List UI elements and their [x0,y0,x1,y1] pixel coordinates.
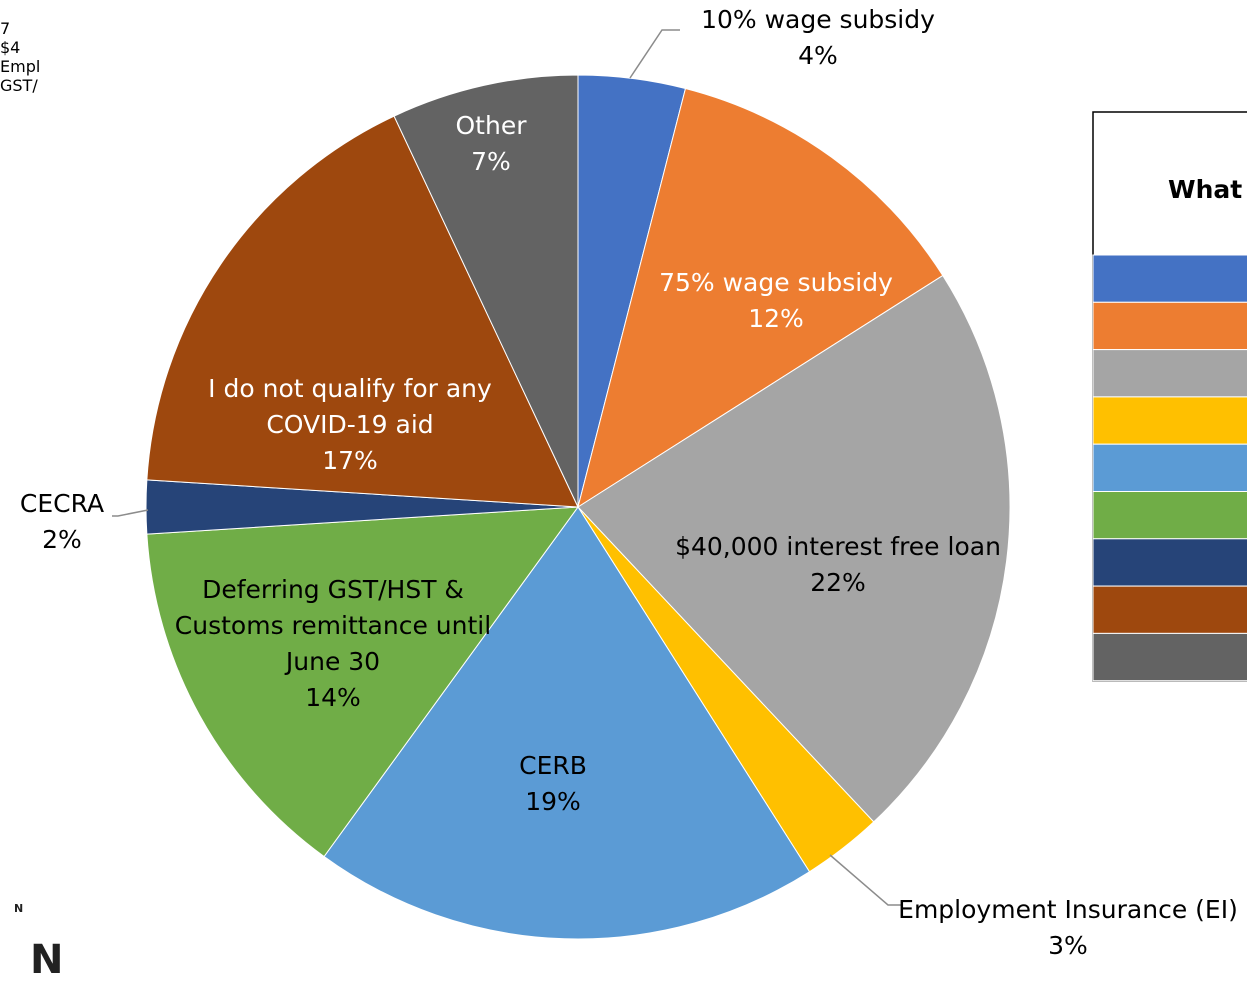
value-label: 19% [525,787,581,816]
value-label: 3% [1048,931,1088,960]
slice-label: I do not qualify for any COVID-19 aid 17% [170,371,530,479]
legend-row [1092,349,1247,398]
value-label: 2% [42,525,82,554]
category-label: Employment Insurance (EI) [898,895,1238,924]
category-label: Other [455,111,527,140]
legend-row-text: I did [0,95,35,114]
legend-row-text: 7 [0,19,11,38]
slice-label: CERB 19% [453,748,653,820]
leader-line [629,29,680,79]
slice-label: $40,000 interest free loan 22% [668,529,1008,601]
value-label: 17% [322,446,378,475]
legend-row-text: GST/ [0,76,38,95]
slice-label: 75% wage subsidy 12% [616,265,936,337]
value-label: 4% [798,41,838,70]
leader-line [112,509,149,517]
legend-title: What [1168,175,1243,204]
legend-row [1092,585,1247,634]
slice-label: Employment Insurance (EI) 3% [898,892,1238,964]
value-label: 7% [471,147,511,176]
legend-row-text: 1 [0,0,11,19]
category-label: CECRA [19,489,105,518]
category-label: CERB [519,751,587,780]
slice-label: 10% wage subsidy 4% [658,2,978,74]
value-label: 12% [748,304,804,333]
legend-row-text: Empl [0,57,41,76]
category-label: $40,000 interest free loan [675,532,1001,561]
slice-label: CECRA 2% [0,486,137,558]
slice-label: Other 7% [416,108,566,180]
legend-row [1092,254,1247,303]
logo-small: N [14,902,24,915]
category-label: I do not qualify for any COVID-19 aid [208,374,492,439]
legend-row [1092,443,1247,493]
slice-label: Deferring GST/HST & Customs remittance u… [168,572,498,716]
legend-row [1092,396,1247,445]
pie-slice [393,74,579,508]
pie-slice [146,506,580,858]
logo-large: N [30,937,64,983]
leader-line [829,854,902,906]
category-label: 75% wage subsidy [659,268,893,297]
category-label: 10% wage subsidy [701,5,935,34]
legend-row-text: $4 [0,38,21,57]
legend-row [1092,632,1247,682]
legend-row [1092,538,1247,587]
pie-slice [146,115,579,508]
value-label: 22% [810,568,866,597]
pie-slice [323,506,811,940]
value-label: 14% [305,683,361,712]
legend-row [1092,301,1247,351]
pie-slice [577,274,1011,823]
legend-row [1092,491,1247,540]
category-label: Deferring GST/HST & Customs remittance u… [174,575,492,676]
pie-slice [577,87,944,509]
